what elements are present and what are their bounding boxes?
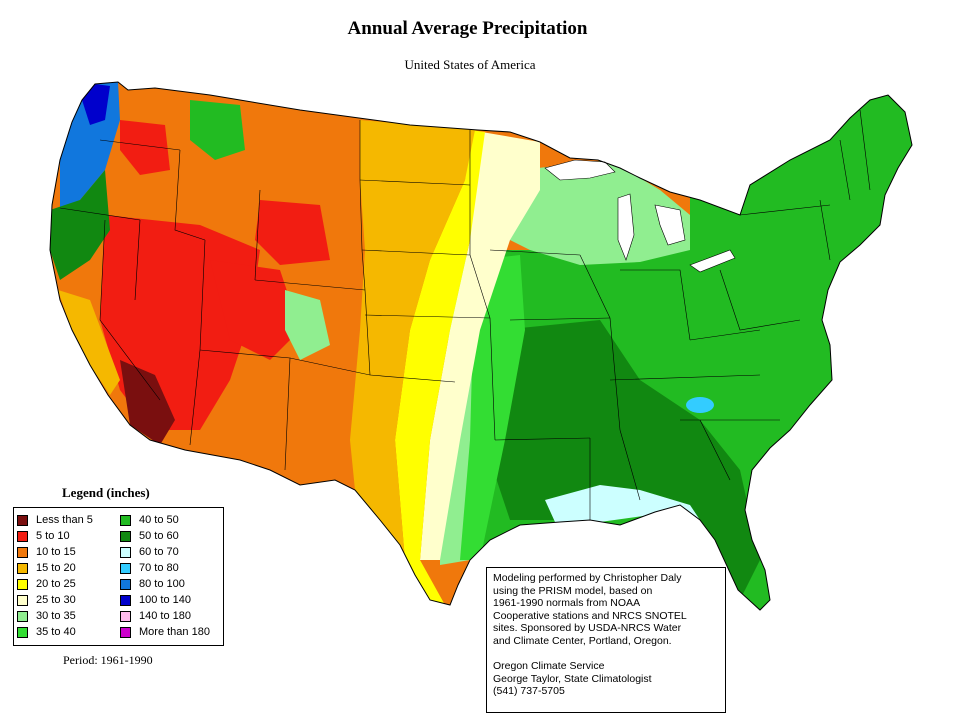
legend-item: More than 180 [120,624,210,640]
lake-erie [689,249,736,273]
legend-swatch [17,594,28,606]
legend-item: 25 to 30 [17,592,76,608]
legend-swatch [17,562,28,574]
legend-item: 20 to 25 [17,576,76,592]
zone-great-lakes-light-green [500,160,690,265]
credits-box: Modeling performed by Christopher Daly u… [486,567,726,713]
legend-swatch [120,562,131,574]
lake-michigan [617,193,635,261]
zone-southeast-dark-green [490,320,760,600]
legend-label: 35 to 40 [36,626,76,638]
legend-item: 35 to 40 [17,624,76,640]
zone-15-20 [350,120,475,560]
legend-swatch [120,626,131,638]
legend-title: Legend (inches) [62,485,150,500]
legend-swatch [17,626,28,638]
legend-item: 70 to 80 [120,560,179,576]
legend-label: Less than 5 [36,514,93,526]
legend-item: 100 to 140 [120,592,191,608]
legend-label: 40 to 50 [139,514,179,526]
credit-line: sites. Sponsored by USDA-NRCS Water [493,622,682,635]
credit-spacer [493,648,719,661]
legend-swatch [17,610,28,622]
legend-item: Less than 5 [17,512,93,528]
legend-label: More than 180 [139,626,210,638]
legend-swatch [120,594,131,606]
legend-item: 5 to 10 [17,528,70,544]
legend-label: 50 to 60 [139,530,179,542]
credit-line: Cooperative stations and NRCS SNOTEL [493,609,687,622]
credit-line: and Climate Center, Portland, Oregon. [493,634,672,647]
legend-swatch [17,578,28,590]
legend-label: 15 to 20 [36,562,76,574]
state-borders [59,109,871,520]
legend-item: 140 to 180 [120,608,191,624]
legend-swatch [120,610,131,622]
legend-item: 15 to 20 [17,560,76,576]
legend: Less than 5 5 to 10 10 to 15 15 to 20 20… [13,507,224,646]
zone-wyoming-dry [255,200,330,265]
credit-line: 1961-1990 normals from NOAA [493,597,641,610]
zone-pnw-wettest [82,84,110,125]
org-line: (541) 737-5705 [493,685,565,698]
zone-25-30 [420,130,540,560]
legend-label: 10 to 15 [36,546,76,558]
legend-item: 50 to 60 [120,528,179,544]
legend-label: 30 to 35 [36,610,76,622]
zone-california-mid [58,290,120,395]
lake-huron [654,204,686,246]
legend-item: 30 to 35 [17,608,76,624]
org-line: Oregon Climate Service [493,660,605,673]
legend-item: 60 to 70 [120,544,179,560]
legend-swatch [120,546,131,558]
legend-label: 60 to 70 [139,546,179,558]
legend-label: 25 to 30 [36,594,76,606]
legend-swatch [17,530,28,542]
lake-superior [544,159,616,181]
legend-item: 10 to 15 [17,544,76,560]
zone-colorado-wet [285,290,330,360]
us-outline [49,81,913,611]
legend-label: 80 to 100 [139,578,185,590]
legend-swatch [17,514,28,526]
period-label: Period: 1961-1990 [63,653,153,667]
legend-label: 20 to 25 [36,578,76,590]
legend-item: 80 to 100 [120,576,185,592]
zone-appalachian-wet [686,397,714,413]
map-subtitle: United States of America [404,57,536,72]
legend-swatch [120,530,131,542]
precipitation-map [49,81,913,611]
credit-line: Modeling performed by Christopher Daly [493,572,682,584]
zone-pnw-green [50,170,110,280]
zone-plateau-dry [210,260,300,360]
zone-20-25 [395,130,485,605]
zone-rockies-wet [190,100,245,160]
legend-item: 40 to 50 [120,512,179,528]
zone-desert-driest [120,360,175,445]
legend-label: 140 to 180 [139,610,191,622]
legend-label: 100 to 140 [139,594,191,606]
org-line: George Taylor, State Climatologist [493,672,652,685]
zone-idaho-dry [120,120,170,175]
legend-swatch [17,546,28,558]
map-title: Annual Average Precipitation [347,18,588,39]
legend-swatch [120,578,131,590]
legend-label: 5 to 10 [36,530,70,542]
legend-swatch [120,514,131,526]
credit-line: using the PRISM model, based on [493,584,653,597]
legend-label: 70 to 80 [139,562,179,574]
